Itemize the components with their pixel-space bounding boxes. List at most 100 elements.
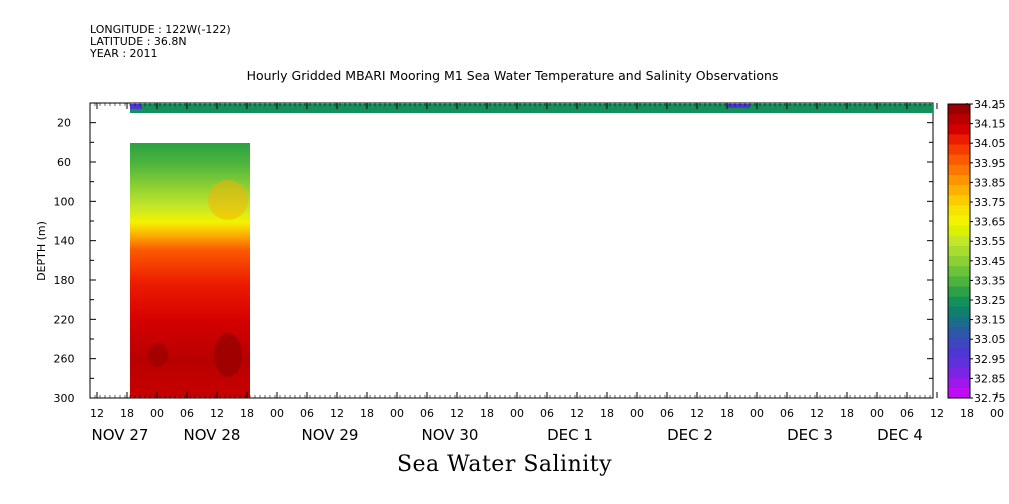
x-date-label: NOV 27 [92,426,149,444]
y-tick-label: 60 [57,156,71,169]
surface-salinity-band [130,104,933,113]
colorbar-swatch [948,124,970,135]
colorbar-swatch [948,174,970,186]
x-hour-label: 18 [120,407,134,420]
x-date-label: DEC 4 [877,426,923,444]
y-tick-label: 180 [54,274,75,287]
x-hour-label: 06 [660,407,674,420]
x-hour-label: 06 [780,407,794,420]
x-hour-label: 00 [750,407,764,420]
colorbar-label: 33.55 [974,235,1006,248]
y-tick-label: 220 [54,313,75,326]
colorbar-swatch [948,337,970,348]
x-hour-label: 12 [210,407,224,420]
x-hour-label: 06 [900,407,914,420]
x-hour-label: 06 [300,407,314,420]
colorbar-swatch [948,104,970,115]
colorbar: 34.25 34.15 34.05 33.95 33.85 33.75 33.65 33.55… [947,98,1006,405]
latitude-label: LATITUDE : 36.8N [90,35,187,48]
colorbar-label: 34.25 [974,98,1006,111]
y-tick-label: 300 [54,392,75,405]
x-hour-label: 12 [810,407,824,420]
variable-title: Sea Water Salinity [396,452,613,477]
x-hour-label: 18 [480,407,494,420]
colorbar-swatch [948,185,970,196]
x-hour-label: 06 [540,407,554,420]
x-hour-label: 00 [990,407,1004,420]
x-hour-label: 12 [570,407,584,420]
colorbar-swatch [948,377,970,389]
colorbar-frame [947,103,971,399]
colorbar-swatch [948,367,970,379]
colorbar-swatch [948,225,970,237]
x-hour-label: 00 [150,407,164,420]
x-hour-label: 12 [330,407,344,420]
x-hour-label: 06 [180,407,194,420]
x-date-label: NOV 30 [422,426,479,444]
yellow-tongue [208,180,248,220]
colorbar-label: 32.85 [974,372,1006,385]
colorbar-label: 33.25 [974,294,1006,307]
colorbar-swatch [948,134,970,146]
colorbar-swatch [948,316,970,328]
x-date-label: DEC 3 [787,426,833,444]
colorbar-label: 32.75 [974,392,1006,405]
x-axis-ticks: 12 18 00 06 12 18 00 06 12 18 00 06 12 18 00 06 12 18 00 06… [89,103,1004,444]
colorbar-label: 33.45 [974,255,1006,268]
colorbar-swatch [948,266,970,277]
x-hour-label: 18 [720,407,734,420]
y-axis-ticks: 20 60 100 140 180 220 260 300 [54,102,933,405]
x-hour-label: 12 [90,407,104,420]
x-hour-label: 18 [360,407,374,420]
colorbar-label: 33.85 [974,176,1006,189]
surface-low-patch-1 [130,104,142,109]
colorbar-swatch [948,205,970,217]
colorbar-swatch [948,164,970,176]
longitude-label: LONGITUDE : 122W(-122) [90,23,231,36]
high-salinity-core-2 [148,343,168,367]
x-hour-label: 00 [870,407,884,420]
colorbar-label: 33.65 [974,216,1006,229]
x-hour-label: 12 [690,407,704,420]
x-hour-label: 00 [270,407,284,420]
colorbar-swatch [948,306,970,318]
colorbar-swatch [948,276,970,287]
x-hour-label: 00 [630,407,644,420]
high-salinity-core [214,333,242,377]
colorbar-swatch [948,256,970,267]
colorbar-swatch [948,327,970,338]
x-hour-label: 12 [930,407,944,420]
colorbar-label: 34.15 [974,118,1006,131]
x-hour-label: 00 [390,407,404,420]
colorbar-label: 33.35 [974,274,1006,287]
x-date-label: DEC 1 [547,426,593,444]
chart-title: Hourly Gridded MBARI Mooring M1 Sea Wate… [246,68,779,83]
y-tick-label: 260 [54,353,75,366]
x-date-label: DEC 2 [667,426,713,444]
y-tick-label: 140 [54,235,75,248]
x-hour-label: 18 [600,407,614,420]
surface-low-patch-2 [728,104,750,108]
colorbar-swatch [948,357,970,369]
y-tick-label: 100 [54,195,75,208]
colorbar-swatch [948,195,970,206]
x-hour-label: 18 [840,407,854,420]
colorbar-label: 33.95 [974,157,1006,170]
x-hour-label: 12 [450,407,464,420]
colorbar-swatch [948,286,970,298]
colorbar-swatch [948,387,970,399]
colorbar-swatch [948,114,970,125]
x-date-label: NOV 28 [184,426,241,444]
x-hour-label: 00 [510,407,524,420]
colorbar-swatch [948,235,970,247]
colorbar-label: 33.15 [974,314,1006,327]
colorbar-swatch [948,215,970,227]
x-hour-label: 06 [420,407,434,420]
colorbar-swatch [948,144,970,156]
colorbar-label: 33.05 [974,333,1006,346]
colorbar-swatch [948,245,970,257]
colorbar-swatch [948,347,970,358]
colorbar-label: 34.05 [974,137,1006,150]
metadata-block: LONGITUDE : 122W(-122) LATITUDE : 36.8N … [90,24,231,60]
x-hour-label: 18 [960,407,974,420]
